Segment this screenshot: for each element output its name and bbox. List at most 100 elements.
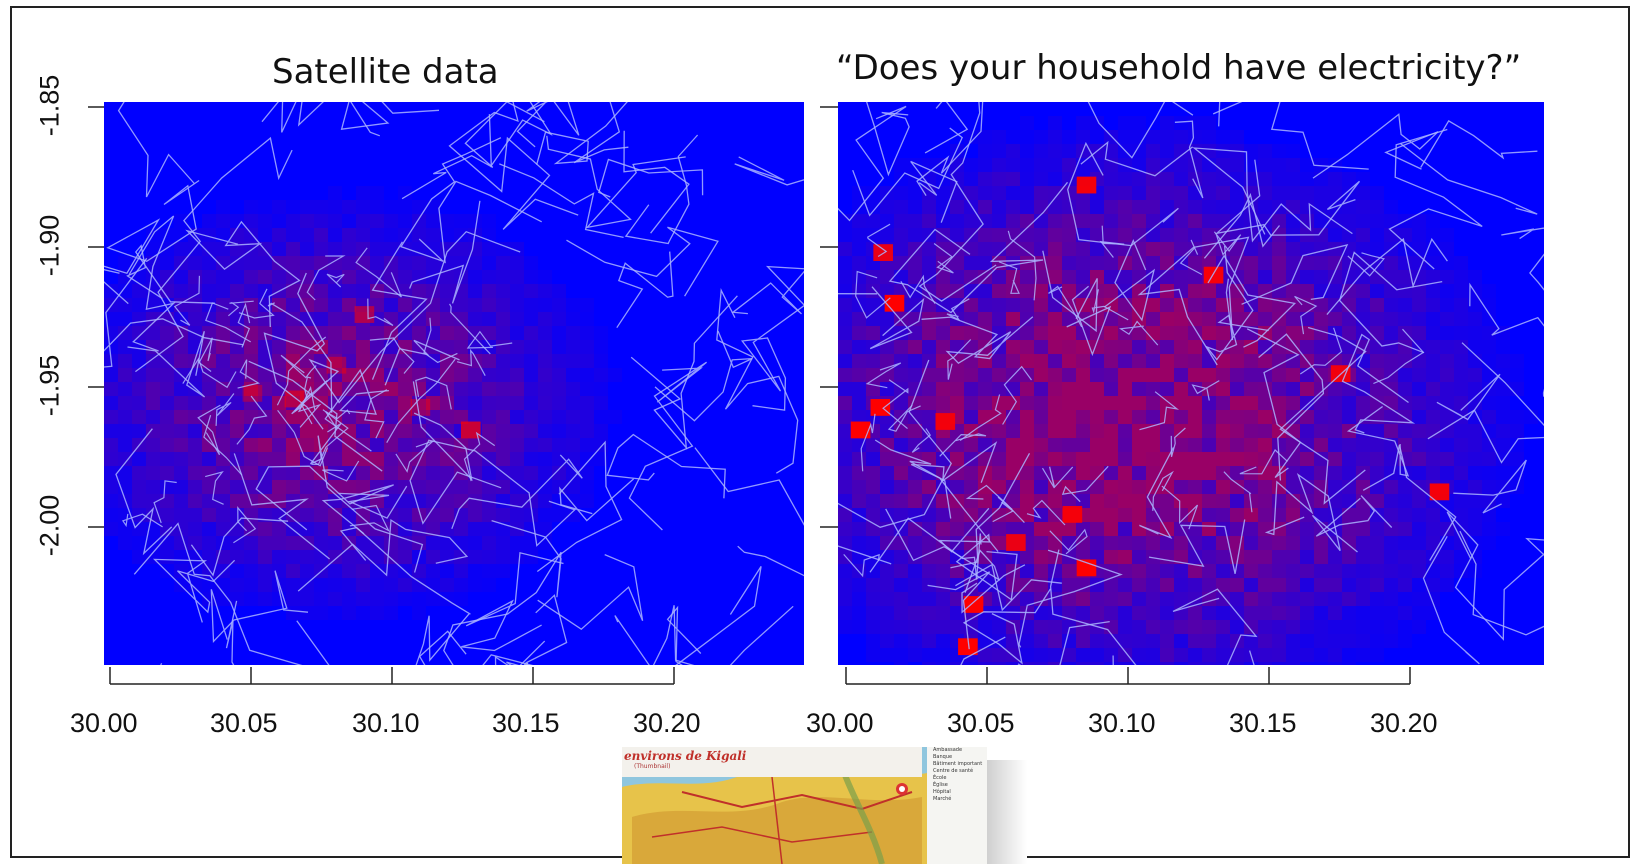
- heat-cell: [1286, 452, 1300, 466]
- heat-cell: [1342, 326, 1356, 340]
- heat-cell: [1258, 256, 1272, 270]
- heat-cell: [1468, 396, 1482, 410]
- boundary-line: [309, 423, 424, 573]
- heat-cell: [538, 298, 552, 312]
- heat-cell: [1286, 564, 1300, 578]
- heat-cell: [1258, 550, 1272, 564]
- heat-cell: [524, 284, 538, 298]
- heat-cell: [1370, 494, 1384, 508]
- heat-cell: [1048, 424, 1062, 438]
- heat-cell: [1202, 662, 1216, 665]
- heat-cell: [1216, 592, 1230, 606]
- heat-cell: [370, 536, 384, 550]
- heat-cell: [1412, 284, 1426, 298]
- heat-cell: [922, 606, 936, 620]
- heat-cell: [538, 326, 552, 340]
- heat-cell: [468, 214, 482, 228]
- heat-cell: [936, 522, 950, 536]
- heat-cell: [1104, 466, 1118, 480]
- heat-cell: [866, 508, 880, 522]
- heat-cell: [328, 242, 342, 256]
- satellite-heatmap-svg: [104, 102, 804, 665]
- boundary-line: [1420, 120, 1538, 168]
- heat-cell: [1174, 536, 1188, 550]
- heat-cell: [1118, 508, 1132, 522]
- heat-cell: [1062, 592, 1076, 606]
- boundary-line: [1139, 391, 1180, 431]
- heat-cell: [1286, 382, 1300, 396]
- heat-cell: [300, 214, 314, 228]
- boundary-line: [494, 594, 568, 665]
- heat-cell: [1286, 368, 1300, 382]
- heat-cell: [594, 396, 608, 410]
- heat-cell: [1230, 662, 1244, 665]
- heat-cell: [1356, 606, 1370, 620]
- heat-cell: [964, 494, 978, 508]
- heat-cell: [1356, 592, 1370, 606]
- heat-cell: [216, 452, 230, 466]
- boundary-line: [340, 102, 440, 130]
- heat-cell: [1244, 368, 1258, 382]
- heat-cell: [950, 606, 964, 620]
- heat-cell: [1104, 284, 1118, 298]
- heat-cell: [1244, 256, 1258, 270]
- heat-cell: [1286, 508, 1300, 522]
- boundary-line: [349, 504, 390, 532]
- heat-cell: [552, 438, 566, 452]
- heat-cell: [454, 228, 468, 242]
- boundary-line: [885, 508, 1000, 593]
- boundary-line: [1469, 282, 1544, 397]
- heat-cell: [1300, 648, 1314, 662]
- boundary-line: [869, 517, 982, 580]
- heat-cell: [188, 508, 202, 522]
- heat-cell: [1258, 270, 1272, 284]
- heat-cell: [412, 256, 426, 270]
- heat-cell: [1398, 578, 1412, 592]
- heat-cell: [328, 228, 342, 242]
- heat-cell: [342, 298, 356, 312]
- heat-cell: [510, 354, 524, 368]
- heat-cell: [950, 620, 964, 634]
- heat-cell: [1202, 424, 1216, 438]
- heat-cell: [1146, 158, 1160, 172]
- heat-cell: [964, 410, 978, 424]
- heat-cell: [1006, 396, 1020, 410]
- heat-cell: [1314, 466, 1328, 480]
- heat-cell: [174, 508, 188, 522]
- boundary-line: [1048, 285, 1083, 328]
- heat-cell: [426, 396, 440, 410]
- heat-cell: [1202, 116, 1216, 130]
- heat-cell: [1006, 354, 1020, 368]
- boundary-line: [606, 433, 726, 499]
- heat-cell: [244, 564, 258, 578]
- heat-cell: [1104, 158, 1118, 172]
- boundary-line: [104, 179, 200, 305]
- heat-cell: [1160, 130, 1174, 144]
- heat-cell: [356, 200, 370, 214]
- heat-cell: [426, 354, 440, 368]
- heat-cell: [1048, 144, 1062, 158]
- boundary-line: [1139, 447, 1174, 539]
- boundary-line: [466, 330, 513, 349]
- heat-cell: [1216, 564, 1230, 578]
- heat-cell: [1286, 326, 1300, 340]
- heat-cell: [1356, 466, 1370, 480]
- heat-cell: [272, 298, 286, 312]
- heat-cell: [1034, 144, 1048, 158]
- heat-cell: [566, 438, 580, 452]
- heat-cell: [922, 536, 936, 550]
- heat-cell: [468, 522, 482, 536]
- heat-cell: [922, 564, 936, 578]
- heat-cell: [1426, 536, 1440, 550]
- heat-cell: [118, 382, 132, 396]
- heat-cell: [1286, 158, 1300, 172]
- heat-cell: [1328, 550, 1342, 564]
- heat-cell: [1356, 522, 1370, 536]
- heat-cell: [992, 158, 1006, 172]
- heat-cell: [1454, 326, 1468, 340]
- heat-cell: [936, 592, 950, 606]
- boundary-line: [438, 180, 542, 264]
- heat-cell: [1244, 620, 1258, 634]
- boundary-line: [947, 339, 972, 380]
- heat-cell: [566, 340, 580, 354]
